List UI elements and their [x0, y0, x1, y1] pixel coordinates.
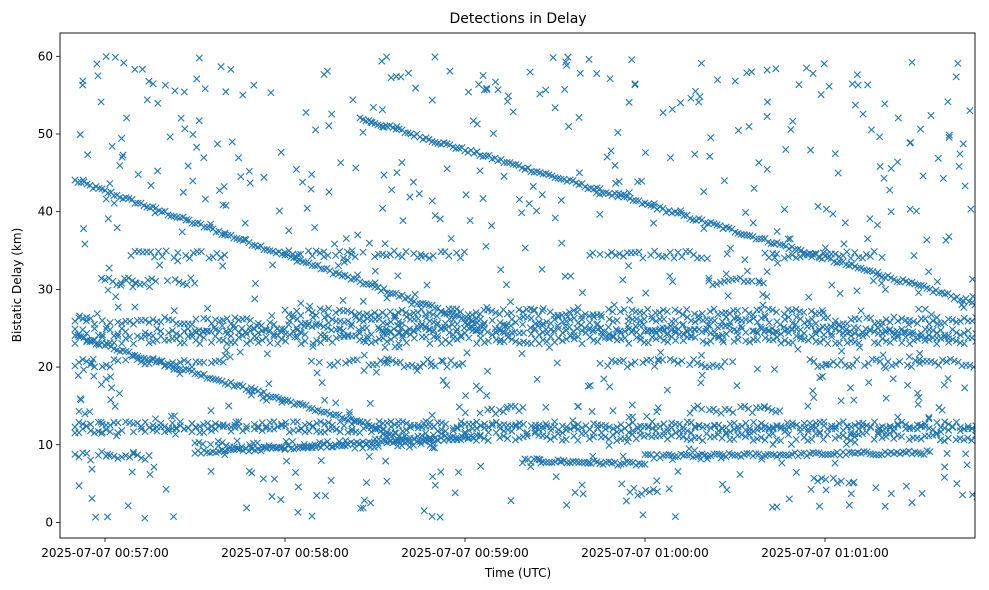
- track-detection-marker: [203, 374, 211, 382]
- track-detection-marker: [128, 195, 136, 204]
- track-detection-marker: [737, 230, 745, 239]
- track-detection-marker: [248, 241, 256, 249]
- track-detection-marker: [191, 370, 199, 378]
- track-detection-marker: [416, 133, 424, 141]
- track-detection-marker: [431, 304, 439, 312]
- track-detection-marker: [317, 265, 325, 273]
- track-detection-marker: [416, 300, 424, 308]
- track-detection-marker: [752, 235, 760, 243]
- track-detection-marker: [848, 260, 856, 268]
- track-detection-marker: [221, 229, 229, 237]
- y-tick-label: 50: [38, 127, 53, 141]
- track-detection-marker: [188, 219, 196, 227]
- track-detection-marker: [158, 208, 166, 216]
- track-detection-marker: [443, 310, 451, 318]
- track-detection-marker: [323, 264, 331, 273]
- track-detection-marker: [479, 152, 487, 160]
- y-tick-label: 10: [38, 438, 53, 452]
- y-axis-label: Bistatic Delay (km): [10, 228, 24, 343]
- track-detection-marker: [758, 235, 766, 243]
- track-detection-marker: [149, 354, 157, 363]
- track-detection-marker: [359, 280, 367, 288]
- track-detection-marker: [386, 289, 394, 297]
- track-detection-marker: [389, 290, 397, 298]
- track-detection-marker: [143, 355, 151, 364]
- track-detection-marker: [110, 192, 118, 200]
- track-detection-marker: [392, 125, 400, 133]
- track-detection-marker: [227, 378, 235, 386]
- y-tick-label: 30: [38, 282, 53, 296]
- track-detection-marker: [620, 193, 628, 201]
- track-detection-marker: [131, 199, 139, 208]
- track-detection-marker: [854, 264, 862, 272]
- track-detection-marker: [182, 365, 190, 373]
- track-detection-marker: [380, 285, 388, 293]
- track-detection-marker: [320, 265, 328, 273]
- detection-markers: [71, 52, 975, 522]
- track-detection-marker: [503, 158, 511, 167]
- track-detection-marker: [755, 235, 763, 243]
- track-detection-marker: [917, 282, 925, 290]
- chart-title: Detections in Delay: [449, 11, 586, 27]
- x-tick-label: 2025-07-07 01:00:00: [581, 546, 708, 560]
- y-tick-label: 60: [38, 49, 53, 63]
- track-detection-marker: [167, 212, 175, 220]
- track-detection-marker: [302, 258, 310, 267]
- track-detection-marker: [557, 175, 565, 183]
- track-detection-marker: [200, 370, 208, 379]
- x-axis-label: Time (UTC): [484, 566, 551, 580]
- y-tick-label: 0: [45, 515, 53, 529]
- track-detection-marker: [509, 160, 517, 168]
- track-detection-marker: [260, 246, 268, 254]
- track-detection-marker: [314, 261, 322, 269]
- track-detection-marker: [776, 240, 784, 249]
- track-detection-marker: [401, 129, 409, 137]
- x-tick-label: 2025-07-07 00:58:00: [221, 546, 348, 560]
- track-detection-marker: [863, 267, 871, 275]
- y-tick-label: 40: [38, 205, 53, 219]
- track-detection-marker: [920, 282, 928, 290]
- track-detection-marker: [365, 280, 373, 288]
- track-detection-marker: [767, 240, 775, 248]
- track-detection-marker: [632, 197, 640, 205]
- track-detection-marker: [935, 289, 943, 297]
- track-detection-marker: [425, 301, 433, 309]
- x-tick-label: 2025-07-07 00:59:00: [401, 546, 528, 560]
- track-detection-marker: [458, 314, 466, 322]
- x-tick-label: 2025-07-07 00:57:00: [41, 546, 168, 560]
- track-detection-marker: [797, 246, 805, 254]
- track-detection-marker: [971, 301, 975, 309]
- track-detection-marker: [914, 281, 922, 289]
- x-tick-label: 2025-07-07 01:01:00: [761, 546, 888, 560]
- track-detection-marker: [629, 196, 637, 205]
- track-detection-marker: [473, 148, 481, 156]
- track-detection-marker: [500, 158, 508, 167]
- track-detection-marker: [791, 245, 799, 253]
- track-detection-marker: [134, 199, 142, 207]
- y-tick-label: 20: [38, 360, 53, 374]
- track-detection-marker: [743, 231, 751, 239]
- track-detection-marker: [200, 223, 208, 231]
- track-detection-marker: [308, 261, 316, 270]
- track-detection-marker: [74, 178, 82, 187]
- track-detection-marker: [569, 177, 577, 185]
- track-detection-marker: [890, 275, 898, 284]
- track-detection-marker: [452, 144, 460, 152]
- track-detection-marker: [383, 289, 391, 297]
- track-detection-marker: [71, 331, 79, 340]
- track-detection-marker: [539, 170, 547, 178]
- track-detection-marker: [626, 194, 634, 203]
- track-detection-marker: [464, 148, 472, 157]
